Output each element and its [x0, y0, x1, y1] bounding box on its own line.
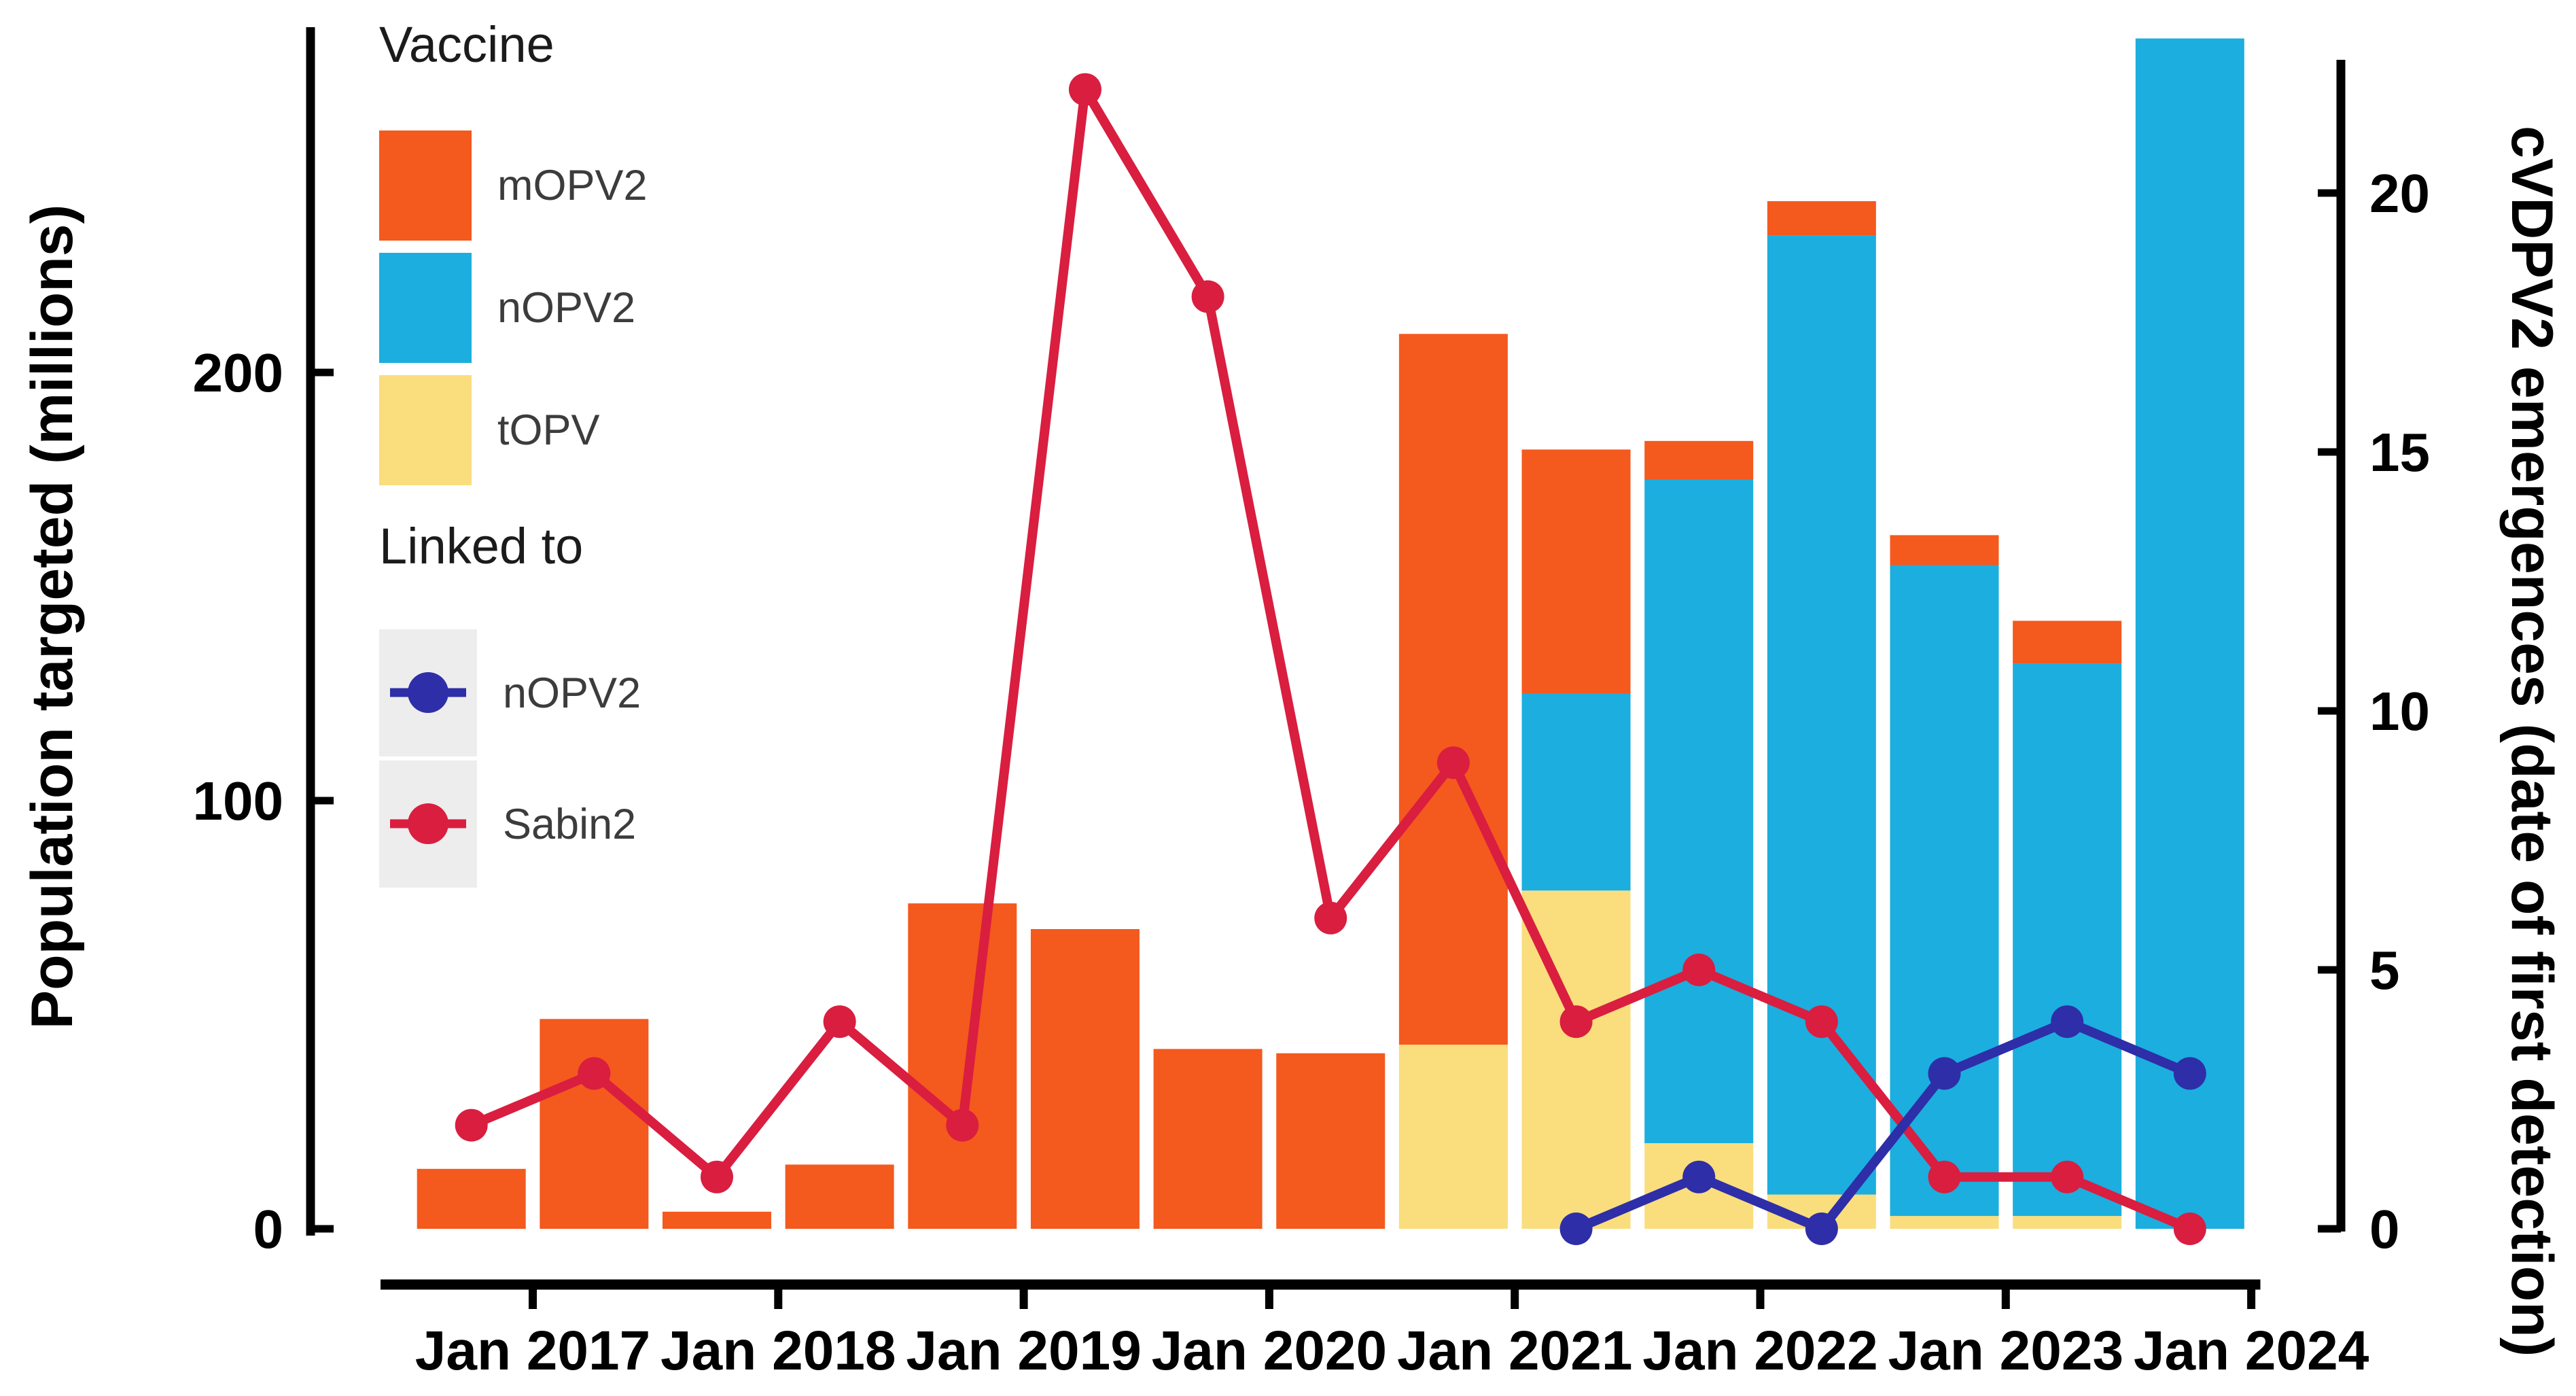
x-axis-tick-label: Jan 2020 — [1152, 1320, 1388, 1382]
sabin2-line-point — [701, 1160, 733, 1193]
nopv2-line-point — [2051, 1005, 2084, 1039]
x-axis-tick-label: Jan 2021 — [1397, 1320, 1633, 1382]
sabin2-line-point — [1805, 1005, 1838, 1039]
legend-item-mopv2: mOPV2 — [379, 130, 648, 241]
sabin2-line-point — [1928, 1160, 1961, 1193]
x-axis-tick-label: Jan 2023 — [1888, 1320, 2124, 1382]
bar-segment-nOPV2-2022H2 — [1890, 565, 1999, 1217]
bar-segment-mOPV2-2018H2 — [908, 903, 1017, 1229]
bar-segment-mOPV2-2016H2 — [417, 1168, 526, 1229]
nopv2-line-point — [2173, 1057, 2206, 1090]
sabin2-key-dot — [408, 803, 448, 844]
legend-item-label: Sabin2 — [503, 800, 637, 848]
legend-item-label: nOPV2 — [497, 284, 636, 332]
sabin2-line-point — [1191, 280, 1224, 313]
x-axis-tick-label: Jan 2018 — [660, 1320, 896, 1382]
sabin2-line-point — [455, 1109, 488, 1142]
bar-segment-mOPV2-2017H1 — [540, 1019, 649, 1229]
sabin2-line-point — [1436, 746, 1470, 780]
nopv2-line-key — [379, 629, 477, 756]
nopv2-line — [1571, 1017, 2195, 1234]
sabin2-line-point — [578, 1057, 611, 1090]
sabin2-line-point — [1559, 1005, 1593, 1039]
left-axis-title: Population targeted (millions) — [20, 204, 85, 1030]
legend-linked-title: Linked to — [379, 518, 584, 574]
right-axis-tick-label: 0 — [2369, 1199, 2400, 1259]
nopv2-color-swatch — [379, 253, 472, 363]
nopv2-line-point — [1805, 1212, 1838, 1245]
bar-segment-tOPV-2022H2 — [1890, 1216, 1999, 1229]
left-axis-tick-label: 0 — [253, 1199, 284, 1259]
x-axis-tick-label: Jan 2019 — [906, 1320, 1142, 1382]
bar-segment-nOPV2-2021H2 — [1644, 479, 1754, 1143]
bar-segment-nOPV2-2021H1 — [1521, 693, 1631, 891]
bar-segment-mOPV2-2021H2 — [1644, 440, 1754, 480]
bar-segment-mOPV2-2023H1 — [2013, 621, 2122, 664]
legend-item-label: tOPV — [497, 406, 600, 454]
x-axis-tick-label: Jan 2017 — [415, 1320, 651, 1382]
sabin2-line-point — [2051, 1160, 2084, 1193]
x-axis-tick-label: Jan 2022 — [1642, 1320, 1878, 1382]
bar-segment-tOPV-2020H2 — [1398, 1045, 1508, 1229]
bar-segment-nOPV2-2023H2 — [2135, 38, 2244, 1229]
legend-item-label: nOPV2 — [503, 669, 641, 717]
right-axis-tick-label: 10 — [2369, 681, 2430, 741]
x-axis-tick-label: Jan 2024 — [2134, 1320, 2369, 1382]
nopv2-line-point — [1682, 1160, 1716, 1193]
legend-item-nopv2-line: nOPV2 — [379, 629, 641, 756]
sabin2-line-point — [1682, 954, 1716, 986]
sabin2-line-point — [2173, 1212, 2206, 1245]
bar-segment-mOPV2-2017H2 — [663, 1211, 771, 1229]
sabin2-line-point — [1068, 73, 1101, 106]
legend-linked-to: Linked to nOPV2 Sabin2 — [379, 518, 641, 892]
legend-item-label: mOPV2 — [497, 162, 648, 209]
bar-segment-mOPV2-2020H1 — [1276, 1053, 1386, 1229]
legend-vaccine: Vaccine mOPV2 nOPV2 tOPV — [379, 16, 648, 498]
bar-segment-mOPV2-2019H2 — [1153, 1049, 1263, 1229]
right-axis-tick-label: 20 — [2369, 163, 2430, 224]
bar-segment-mOPV2-2022H1 — [1767, 201, 1876, 236]
legend-item-nopv2: nOPV2 — [379, 253, 648, 363]
nopv2-line-point — [1559, 1212, 1593, 1245]
bar-segment-mOPV2-2019H1 — [1030, 929, 1140, 1229]
right-axis-tick-label: 15 — [2369, 422, 2430, 483]
left-axis-tick-label: 100 — [193, 771, 283, 831]
sabin2-line-point — [1314, 901, 1347, 935]
legend-item-topv: tOPV — [379, 375, 648, 485]
legend-vaccine-title: Vaccine — [379, 16, 554, 73]
nopv2-key-dot — [408, 672, 448, 713]
sabin2-line-point — [946, 1109, 979, 1142]
mopv2-color-swatch — [379, 130, 472, 241]
nopv2-line-point — [1928, 1057, 1961, 1090]
topv-color-swatch — [379, 375, 472, 485]
left-axis-tick-label: 200 — [193, 343, 283, 403]
right-axis-tick-label: 5 — [2369, 940, 2400, 1000]
bar-segment-mOPV2-2021H1 — [1521, 449, 1631, 694]
sabin2-line-key — [379, 761, 477, 888]
legend-item-sabin2-line: Sabin2 — [379, 761, 641, 888]
bar-segment-nOPV2-2022H1 — [1767, 235, 1876, 1195]
sabin2-line-point — [823, 1005, 856, 1039]
bar-segment-mOPV2-2022H2 — [1890, 535, 1999, 565]
bar-segment-tOPV-2023H1 — [2013, 1216, 2122, 1229]
bar-segment-mOPV2-2018H1 — [785, 1164, 894, 1229]
bar-segment-mOPV2-2020H2 — [1398, 334, 1508, 1045]
bar-segment-nOPV2-2023H1 — [2013, 663, 2122, 1217]
right-axis-title: cVDPV2 emergences (date of first detecti… — [2499, 126, 2564, 1357]
